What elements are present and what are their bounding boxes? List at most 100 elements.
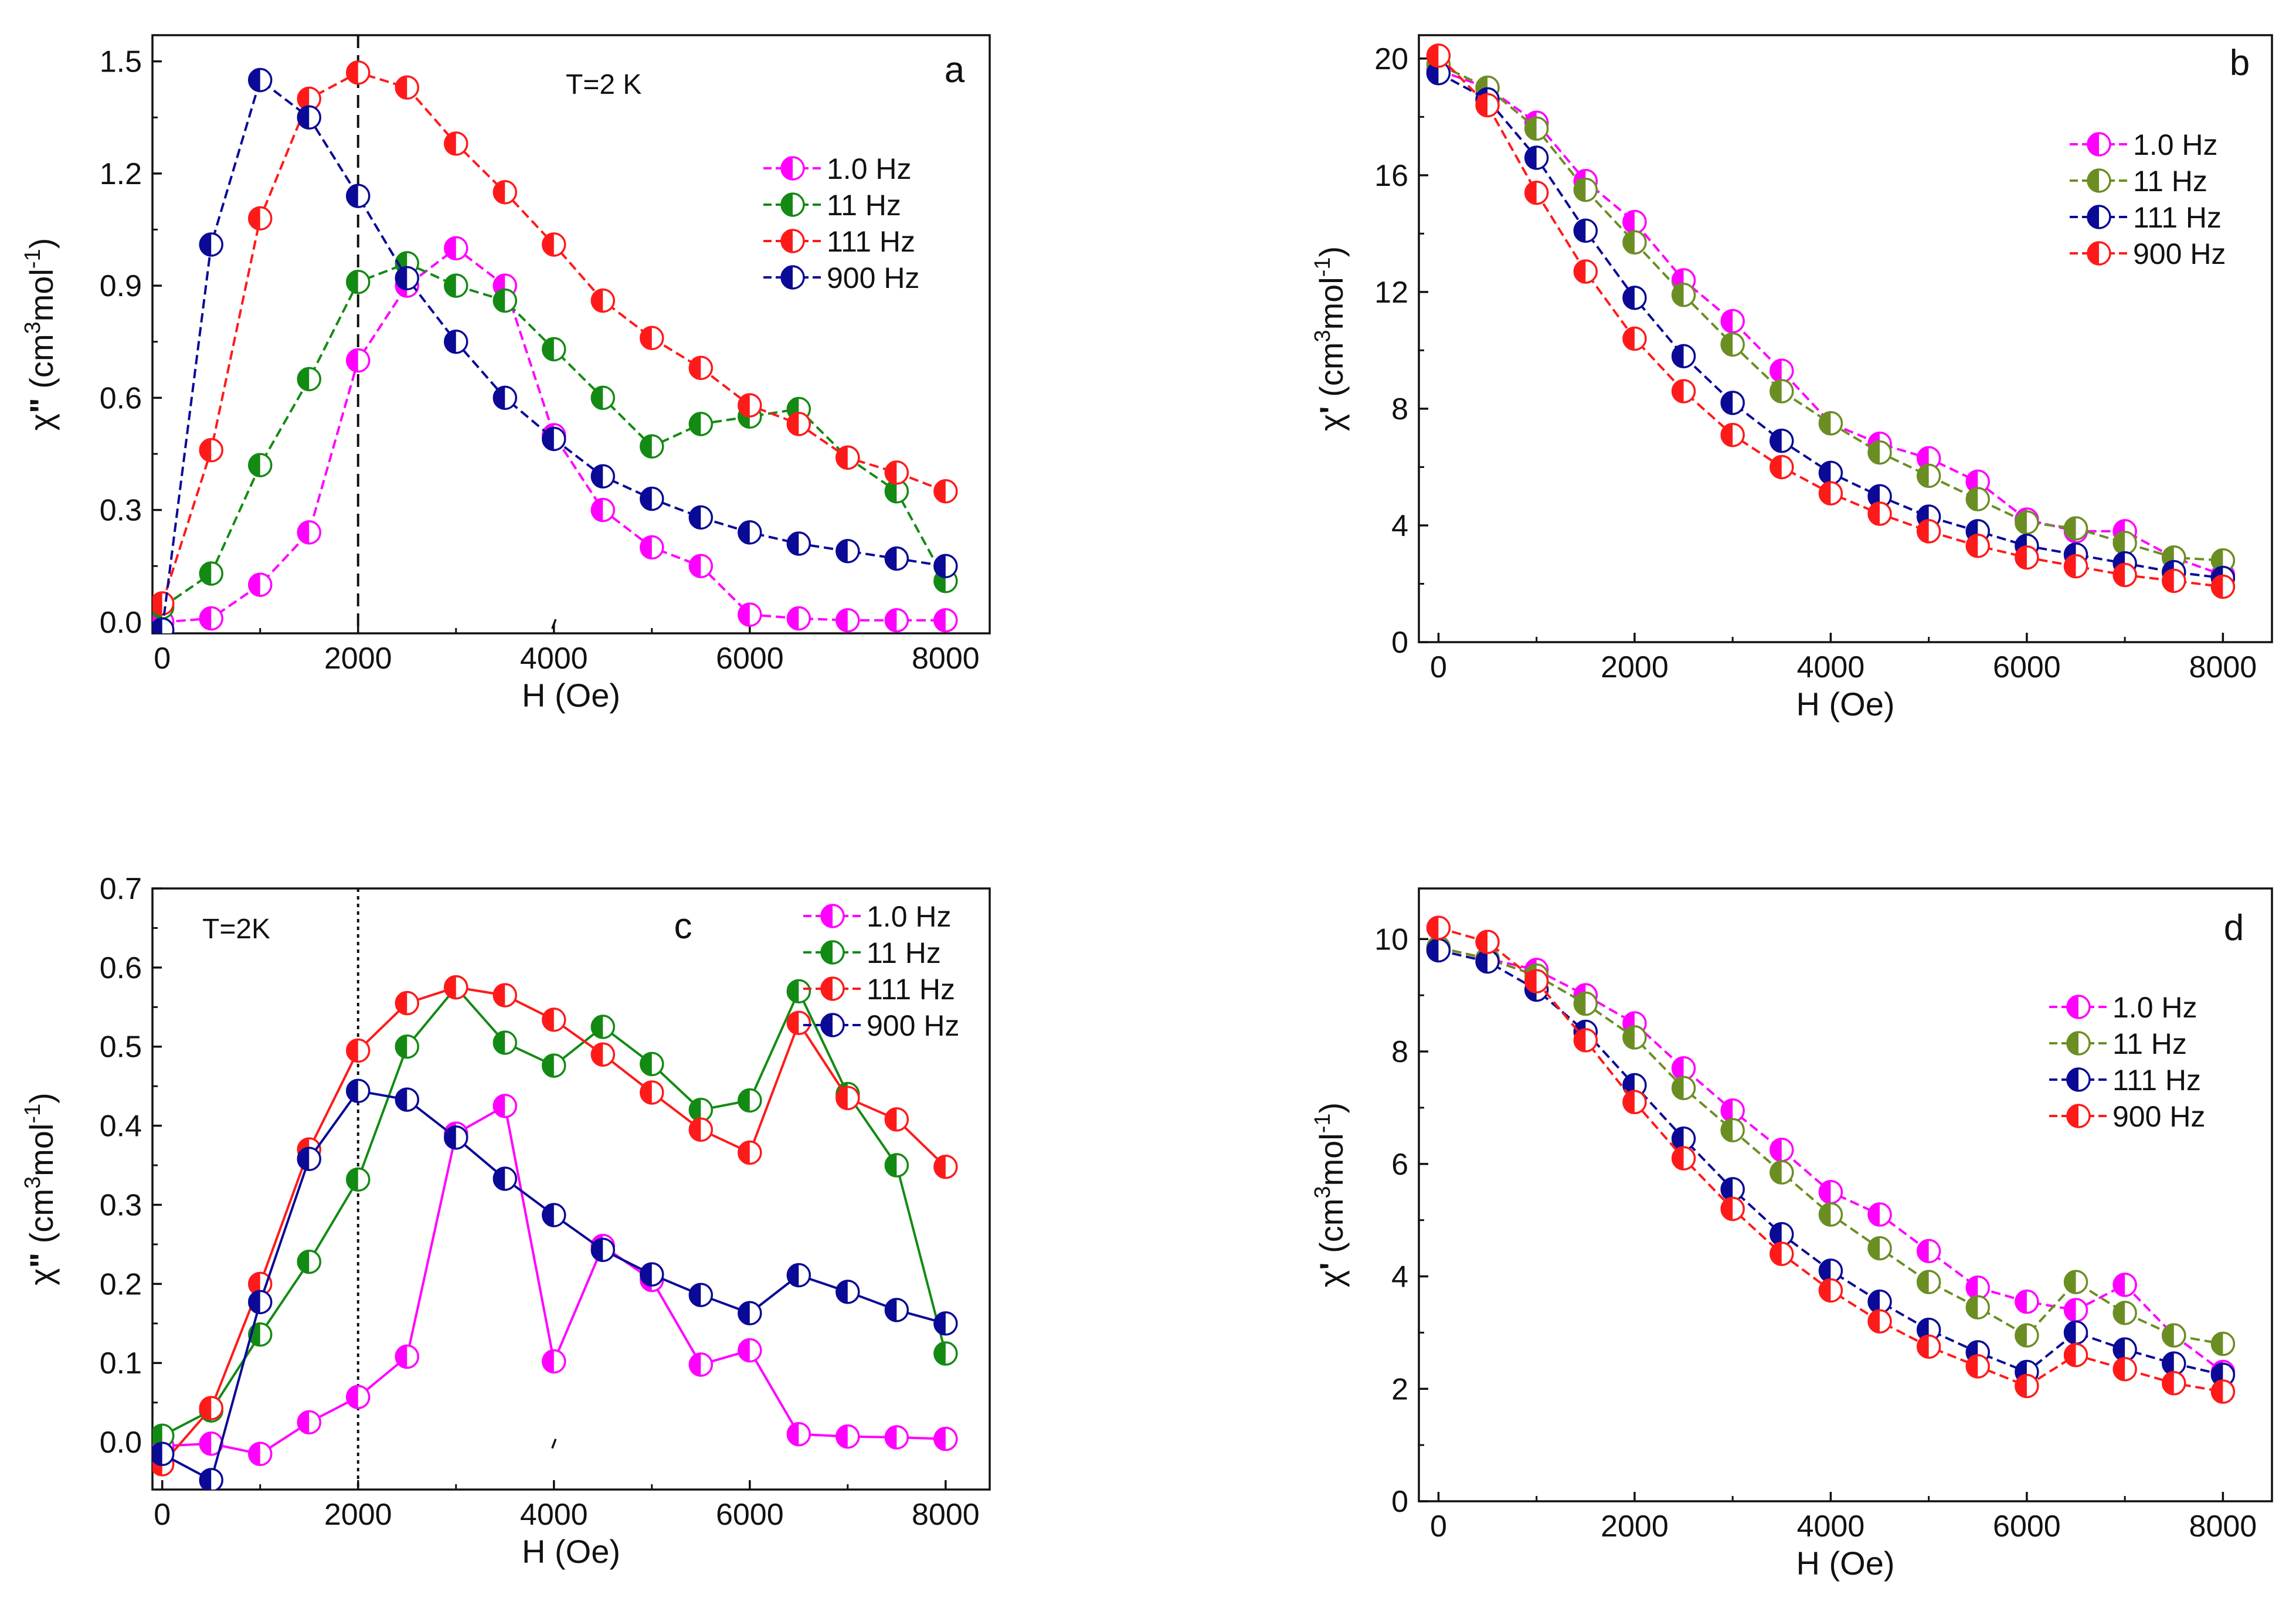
data-point-ring	[1671, 344, 1696, 369]
data-point-fill	[1427, 917, 1439, 939]
data-point	[444, 975, 468, 1000]
data-point-ring	[2063, 554, 2088, 579]
data-point-ring	[738, 1140, 762, 1165]
data-point	[640, 1262, 664, 1287]
data-point	[738, 393, 762, 418]
data-point-fill	[249, 1291, 260, 1314]
data-point-ring	[1867, 1236, 1892, 1261]
data-point-ring	[2015, 510, 2039, 535]
data-point-ring	[590, 1042, 616, 1067]
y-axis-label-part: )	[23, 1093, 60, 1104]
data-point-ring	[738, 602, 762, 627]
y-tick-label: 2	[1391, 1372, 1408, 1406]
data-point	[590, 1015, 616, 1039]
data-point	[933, 608, 958, 633]
data-point-ring	[640, 535, 664, 560]
data-point	[2015, 1323, 2039, 1348]
data-point	[1720, 308, 1745, 334]
plot-frame	[1418, 34, 2273, 643]
y-axis-label: χ" (cm3mol-1)	[21, 1093, 60, 1285]
data-point-fill	[1574, 219, 1586, 242]
panel-letter: a	[945, 50, 965, 90]
data-point-fill	[1819, 1279, 1831, 1302]
data-point-ring	[1622, 1090, 1647, 1115]
data-point-ring	[542, 232, 566, 257]
data-point	[493, 983, 518, 1007]
data-point-fill	[2015, 1375, 2027, 1397]
data-point	[884, 1153, 909, 1178]
data-point-fill	[1966, 470, 1978, 493]
data-point-ring	[1720, 1118, 1745, 1142]
data-point-ring	[1573, 259, 1598, 284]
data-point-ring	[247, 572, 273, 597]
data-point-fill	[298, 521, 310, 544]
data-point	[1671, 283, 1696, 307]
legend-marker	[780, 265, 805, 290]
data-point	[738, 1301, 762, 1325]
data-point	[395, 1344, 419, 1369]
data-point-fill	[885, 480, 897, 503]
data-point	[1475, 93, 1500, 118]
x-tick-label: 4000	[520, 1498, 588, 1532]
legend-marker-fill	[782, 266, 793, 289]
data-point-fill	[396, 76, 407, 99]
data-point-ring	[345, 60, 371, 85]
data-point-fill	[885, 1426, 897, 1448]
data-point-ring	[884, 546, 909, 571]
legend-entry: 1.0 Hz	[2070, 128, 2218, 161]
data-point-ring	[297, 1410, 321, 1435]
y-axis-label-part: mol	[1313, 1133, 1350, 1186]
data-point	[786, 1422, 811, 1447]
data-point-ring	[1769, 1160, 1794, 1185]
data-point-fill	[1721, 333, 1733, 356]
data-point-fill	[200, 233, 212, 256]
data-point-fill	[1966, 488, 1978, 511]
data-point-ring	[835, 1280, 860, 1304]
data-point	[1867, 440, 1892, 465]
data-point-fill	[1623, 231, 1635, 254]
data-point-fill	[1672, 1057, 1684, 1080]
data-point	[2210, 1379, 2236, 1404]
panel-letter: b	[2230, 43, 2250, 83]
legend-marker-ring	[780, 156, 805, 181]
legend-marker	[820, 904, 845, 928]
legend-entry: 1.0 Hz	[803, 900, 952, 933]
legend-marker-fill	[782, 230, 793, 252]
data-point-fill	[1476, 94, 1488, 117]
data-point	[933, 554, 958, 578]
legend-entry: 900 Hz	[763, 262, 919, 294]
y-axis-label-part: χ	[23, 1268, 60, 1285]
data-point-fill	[1770, 1243, 1782, 1266]
data-point-fill	[592, 1016, 603, 1039]
data-point	[2015, 545, 2039, 570]
data-point-fill	[542, 1054, 554, 1077]
data-point	[493, 1094, 518, 1118]
data-point	[199, 232, 223, 257]
data-point-fill	[836, 609, 848, 632]
y-axis-label: χ' (cm3mol-1)	[1310, 1102, 1350, 1287]
data-point-ring	[835, 1085, 860, 1111]
y-axis-label-part: (cm	[1313, 342, 1350, 406]
data-point	[835, 539, 860, 564]
data-point-fill	[885, 461, 897, 484]
data-point-ring	[395, 266, 419, 291]
data-point-ring	[247, 67, 273, 93]
data-point-fill	[640, 1081, 652, 1104]
data-point	[1720, 332, 1745, 357]
legend-label: 1.0 Hz	[827, 152, 912, 185]
data-point	[1426, 915, 1451, 940]
data-point	[444, 273, 468, 298]
plot-area	[1426, 43, 2236, 599]
data-point	[688, 554, 714, 578]
data-point-ring	[1573, 991, 1598, 1016]
data-point	[1818, 1278, 1843, 1303]
data-point-ring	[590, 464, 616, 488]
data-point-ring	[884, 460, 909, 485]
data-point	[152, 1441, 175, 1467]
data-point-ring	[1524, 145, 1549, 170]
data-point-fill	[494, 386, 505, 409]
data-point	[444, 1125, 468, 1150]
data-point-fill	[347, 1168, 358, 1191]
data-point-ring	[786, 606, 811, 631]
data-point-ring	[542, 1007, 566, 1032]
